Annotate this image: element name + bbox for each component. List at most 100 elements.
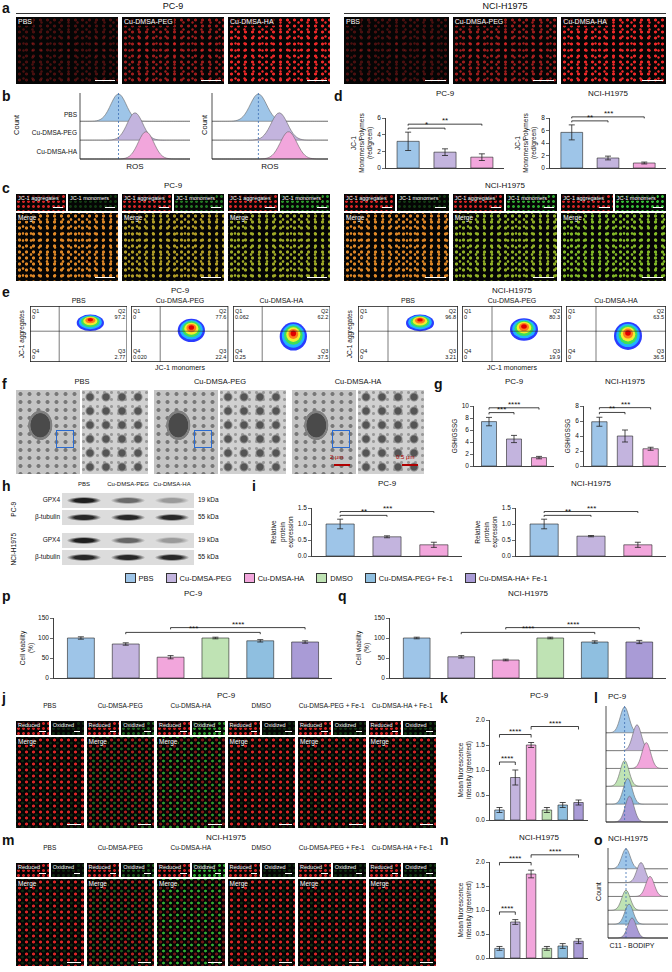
- svg-text:***: ***: [604, 109, 613, 118]
- svg-text:****: ****: [509, 727, 521, 736]
- svg-text:***: ***: [497, 405, 506, 414]
- svg-text:0.0: 0.0: [298, 552, 307, 559]
- svg-text:100: 100: [374, 634, 385, 641]
- svg-text:0: 0: [464, 354, 467, 360]
- svg-text:NCI-H1975: NCI-H1975: [605, 377, 646, 386]
- svg-text:***: ***: [587, 504, 596, 513]
- svg-text:*: *: [425, 120, 428, 129]
- svg-text:NCI-H1975: NCI-H1975: [508, 589, 549, 598]
- svg-text:62.2: 62.2: [317, 314, 328, 320]
- svg-text:0.5: 0.5: [476, 930, 485, 937]
- svg-text:1.0: 1.0: [476, 906, 485, 913]
- svg-text:JC-1Monomers/Polymers(red/gree: JC-1Monomers/Polymers(red/green): [514, 112, 539, 172]
- svg-text:0: 0: [465, 462, 469, 469]
- svg-text:1.0: 1.0: [298, 520, 307, 527]
- svg-text:10: 10: [462, 402, 470, 409]
- svg-text:***: ***: [189, 624, 198, 633]
- svg-text:0: 0: [377, 164, 381, 171]
- svg-text:****: ****: [549, 719, 561, 728]
- svg-text:0.5: 0.5: [502, 536, 511, 543]
- svg-text:PBS: PBS: [64, 111, 78, 118]
- svg-text:1.5: 1.5: [298, 504, 307, 511]
- svg-text:63.5: 63.5: [653, 314, 664, 320]
- svg-text:**: **: [587, 113, 593, 122]
- svg-text:**: **: [442, 116, 448, 125]
- svg-text:****: ****: [549, 847, 561, 856]
- svg-text:0.0: 0.0: [476, 954, 485, 961]
- svg-text:**: **: [609, 404, 615, 413]
- svg-text:0: 0: [381, 674, 385, 681]
- svg-text:Mean fluorescenceintensity (gr: Mean fluorescenceintensity (green/red): [457, 741, 473, 799]
- svg-text:***: ***: [621, 400, 630, 409]
- svg-text:97.2: 97.2: [115, 314, 126, 320]
- svg-text:6: 6: [465, 426, 469, 433]
- svg-text:2: 2: [575, 447, 579, 454]
- svg-text:0.020: 0.020: [133, 354, 147, 360]
- svg-text:2: 2: [377, 148, 381, 155]
- svg-text:8: 8: [541, 114, 545, 121]
- svg-text:0.0: 0.0: [476, 816, 485, 823]
- svg-text:0: 0: [568, 314, 571, 320]
- svg-text:0.5: 0.5: [476, 791, 485, 798]
- svg-text:36.5: 36.5: [653, 354, 664, 360]
- svg-text:0: 0: [464, 314, 467, 320]
- svg-text:96.8: 96.8: [445, 314, 456, 320]
- svg-text:50: 50: [378, 654, 386, 661]
- svg-text:JC-1Monomers/Polymers(red/gree: JC-1Monomers/Polymers(red/green): [350, 112, 375, 172]
- svg-text:0: 0: [575, 462, 579, 469]
- svg-text:PC-9: PC-9: [184, 589, 203, 598]
- svg-text:77.6: 77.6: [216, 314, 227, 320]
- svg-text:0: 0: [360, 314, 363, 320]
- svg-text:Cell viability(%): Cell viability(%): [355, 630, 371, 665]
- svg-text:GSH/GSSG: GSH/GSSG: [451, 419, 458, 454]
- svg-text:8: 8: [575, 402, 579, 409]
- svg-text:0: 0: [45, 674, 49, 681]
- svg-text:NCI-H1975: NCI-H1975: [519, 833, 560, 842]
- svg-text:0: 0: [568, 354, 571, 360]
- svg-text:2.0: 2.0: [476, 858, 485, 865]
- svg-text:4: 4: [377, 131, 381, 138]
- svg-text:PC-9: PC-9: [436, 89, 455, 98]
- svg-text:Cu-DMSA-HA: Cu-DMSA-HA: [37, 148, 78, 155]
- svg-text:****: ****: [508, 400, 520, 409]
- svg-text:PC-9: PC-9: [505, 377, 524, 386]
- svg-text:0.5: 0.5: [298, 536, 307, 543]
- svg-text:80.3: 80.3: [549, 314, 560, 320]
- svg-text:4: 4: [575, 432, 579, 439]
- svg-text:3.21: 3.21: [445, 354, 456, 360]
- svg-text:GSH/GSSG: GSH/GSSG: [564, 419, 571, 454]
- svg-text:0.062: 0.062: [235, 314, 249, 320]
- svg-text:4: 4: [541, 139, 545, 146]
- svg-text:2.0: 2.0: [476, 716, 485, 723]
- svg-text:Cu-DMSA-PEG: Cu-DMSA-PEG: [32, 129, 77, 136]
- svg-text:2.77: 2.77: [115, 354, 126, 360]
- svg-text:0.25: 0.25: [235, 354, 246, 360]
- svg-text:****: ****: [509, 854, 521, 863]
- svg-text:NCI-H1975: NCI-H1975: [588, 89, 629, 98]
- svg-text:PC-9: PC-9: [530, 691, 549, 700]
- svg-text:Mean fluorescenceintensity (gr: Mean fluorescenceintensity (green/red): [457, 881, 473, 939]
- svg-text:***: ***: [383, 504, 392, 513]
- svg-text:2: 2: [465, 450, 469, 457]
- svg-text:0: 0: [32, 314, 35, 320]
- svg-text:Relativeproteinexpression: Relativeproteinexpression: [270, 516, 295, 548]
- svg-text:1.5: 1.5: [502, 504, 511, 511]
- svg-text:PC-9: PC-9: [378, 479, 397, 488]
- svg-text:****: ****: [501, 904, 513, 913]
- svg-text:150: 150: [38, 614, 49, 621]
- svg-text:150: 150: [374, 614, 385, 621]
- svg-text:0: 0: [32, 354, 35, 360]
- svg-text:4: 4: [465, 438, 469, 445]
- svg-text:0: 0: [133, 314, 136, 320]
- svg-text:6: 6: [541, 127, 545, 134]
- svg-text:6: 6: [377, 114, 381, 121]
- svg-text:6: 6: [575, 417, 579, 424]
- svg-text:Cell viability(%): Cell viability(%): [19, 630, 35, 665]
- svg-text:****: ****: [501, 754, 513, 763]
- svg-text:**: **: [565, 507, 571, 516]
- svg-text:37.5: 37.5: [317, 354, 328, 360]
- svg-text:1.0: 1.0: [502, 520, 511, 527]
- svg-text:NCI-H1975: NCI-H1975: [571, 479, 612, 488]
- svg-text:19.9: 19.9: [549, 354, 560, 360]
- svg-text:0: 0: [541, 164, 545, 171]
